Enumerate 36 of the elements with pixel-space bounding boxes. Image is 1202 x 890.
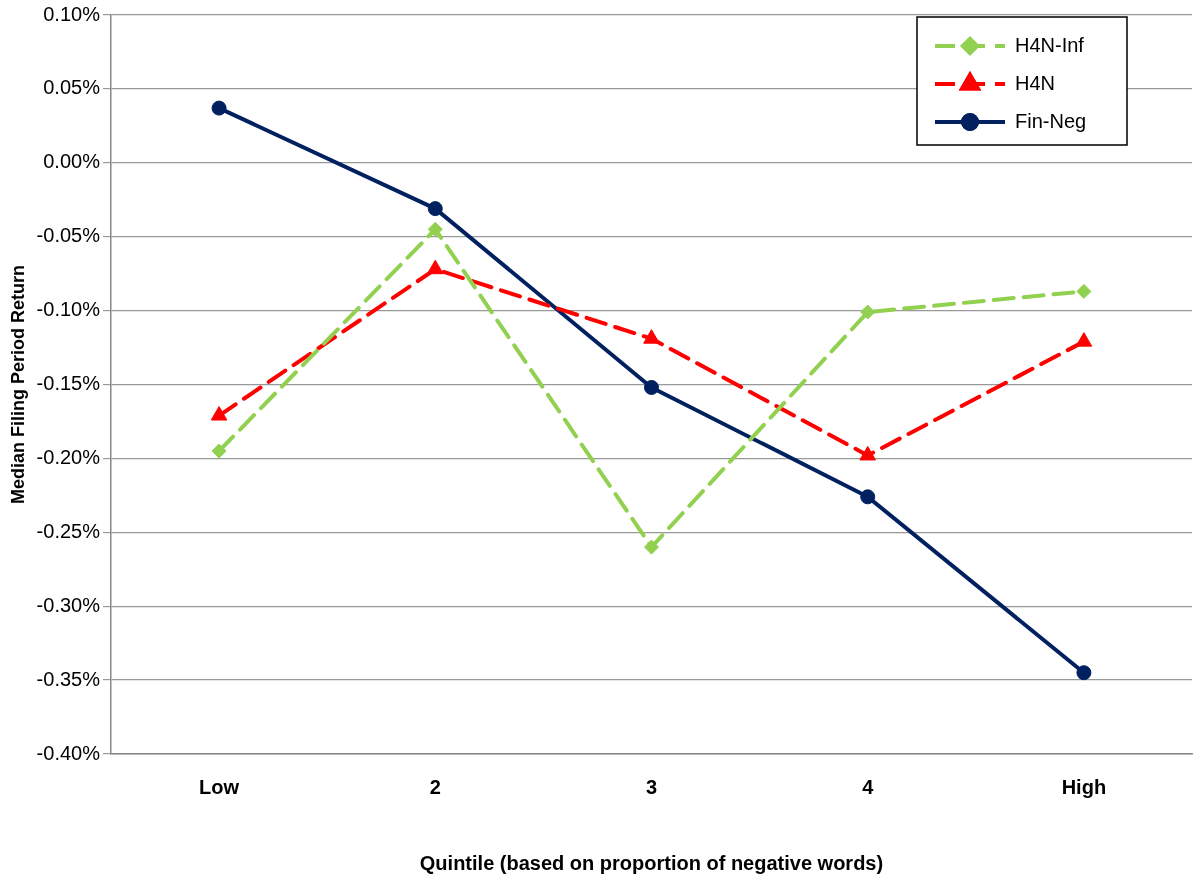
point <box>1075 332 1093 347</box>
y-tick-label: -0.15% <box>36 372 101 395</box>
x-tick-label: 4 <box>862 775 875 798</box>
point <box>859 445 876 461</box>
point <box>211 443 227 459</box>
point <box>1076 665 1092 681</box>
x-axis-title: Quintile (based on proportion of negative words) <box>419 851 884 874</box>
x-tick-label: 2 <box>429 775 441 798</box>
y-axis-title: Median Filing Period Return <box>7 264 28 505</box>
y-tick-label: -0.35% <box>36 667 101 690</box>
y-tick-label: 0.05% <box>43 76 101 99</box>
y-tick-label: -0.25% <box>36 519 101 542</box>
y-tick-label: 0.10% <box>43 2 101 25</box>
x-tick-label: 3 <box>645 775 658 798</box>
y-tick-label: -0.05% <box>36 224 101 247</box>
legend-label: H4N <box>1015 71 1056 94</box>
point <box>1076 283 1092 299</box>
point <box>860 489 876 505</box>
y-tick-label: -0.40% <box>36 741 101 764</box>
x-tick-label: Low <box>199 775 240 798</box>
y-tick-label: -0.10% <box>36 298 101 321</box>
y-tick-label: -0.30% <box>36 593 101 616</box>
y-tick-label: -0.20% <box>36 445 101 468</box>
point <box>427 201 443 217</box>
point <box>210 406 228 421</box>
y-tick-label: 0.00% <box>43 150 101 173</box>
point <box>426 259 444 275</box>
point <box>643 329 660 344</box>
point <box>427 221 443 237</box>
point <box>643 379 659 395</box>
legend-label: H4N-Inf <box>1015 33 1085 56</box>
point <box>860 304 876 320</box>
point <box>643 539 659 555</box>
legend-label: Fin-Neg <box>1015 109 1087 132</box>
point <box>211 100 227 116</box>
x-tick-label: High <box>1061 775 1107 798</box>
